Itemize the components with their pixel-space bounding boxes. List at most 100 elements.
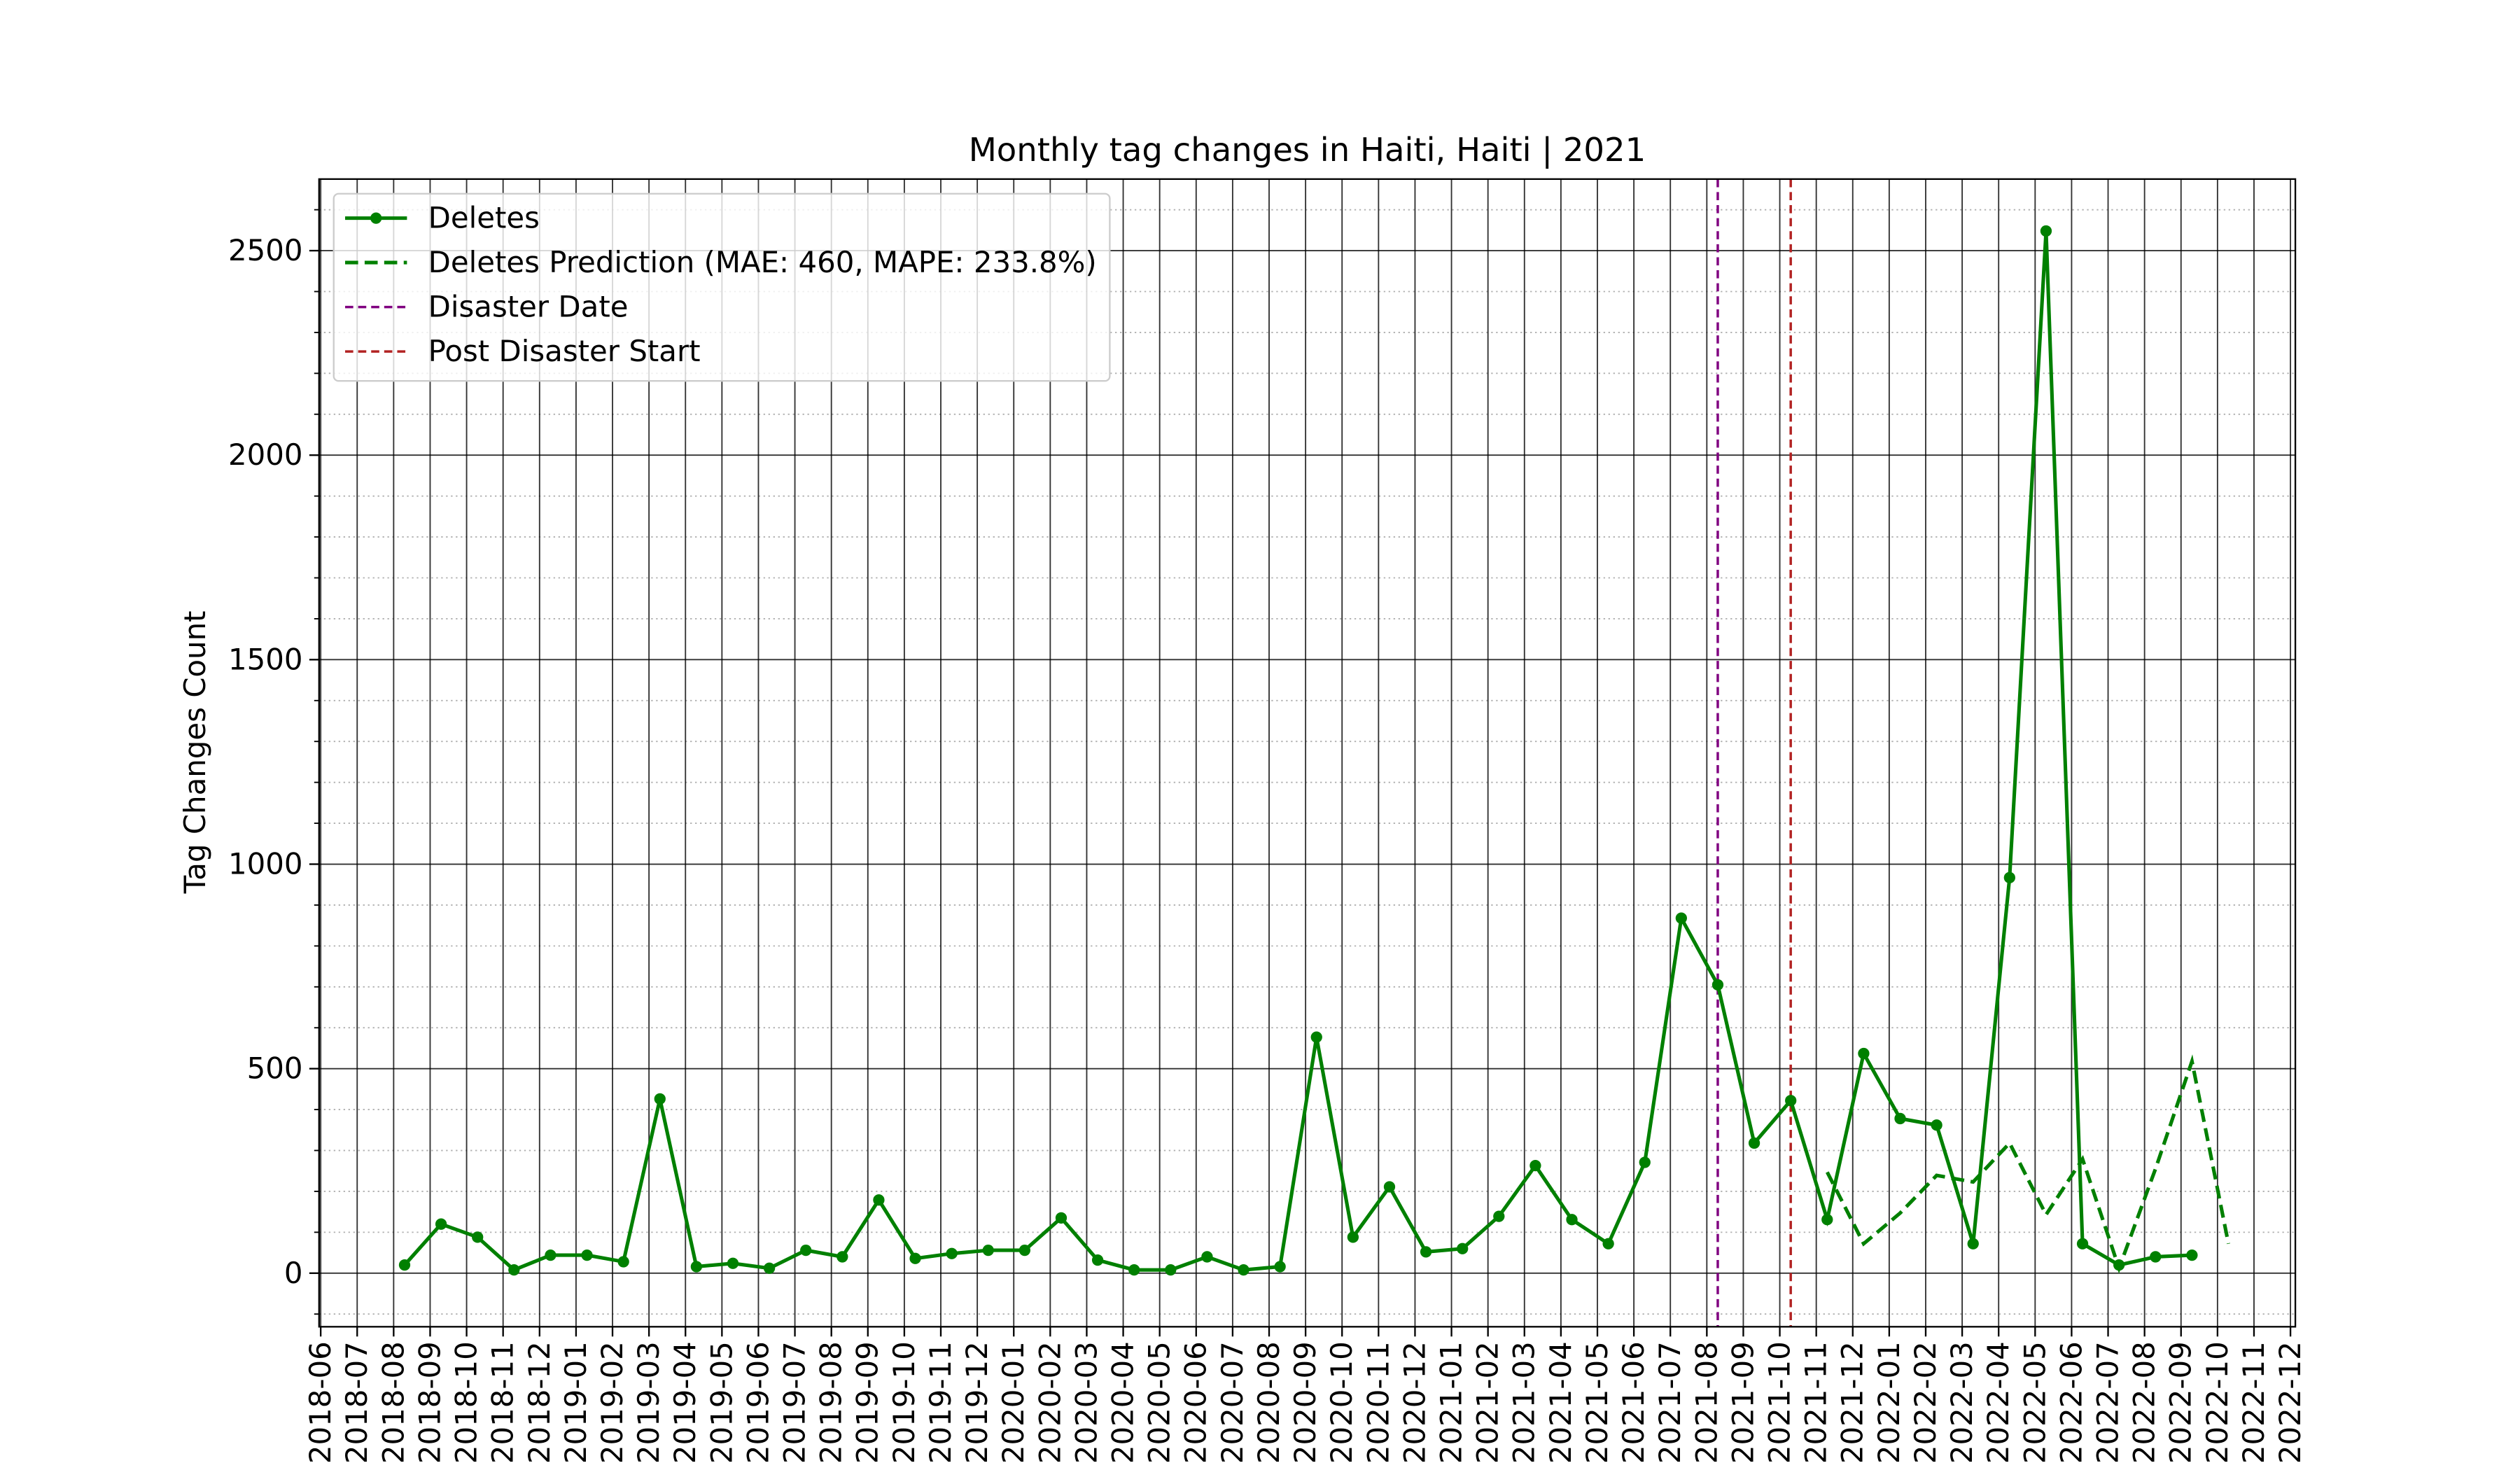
data-point: [2186, 1249, 2198, 1261]
x-tick-label: 2020-05: [1142, 1341, 1177, 1464]
data-point: [1165, 1264, 1177, 1276]
data-point: [398, 1259, 411, 1271]
data-point: [2040, 225, 2052, 237]
x-tick-label: 2018-10: [449, 1341, 484, 1464]
chart-title: Monthly tag changes in Haiti, Haiti | 20…: [969, 131, 1646, 169]
data-point: [690, 1261, 703, 1273]
data-point: [1018, 1244, 1031, 1256]
y-tick-label: 500: [247, 1051, 303, 1086]
x-tick-label: 2021-04: [1544, 1341, 1578, 1464]
x-tick-label: 2021-05: [1580, 1341, 1614, 1464]
data-point: [982, 1244, 994, 1256]
data-point: [1055, 1212, 1068, 1224]
x-tick-label: 2019-06: [741, 1341, 775, 1464]
x-tick-label: 2019-10: [887, 1341, 921, 1464]
x-tick-label: 2018-06: [303, 1341, 337, 1464]
legend-label: Deletes: [428, 201, 540, 235]
data-point: [1091, 1254, 1104, 1266]
data-point: [435, 1218, 447, 1230]
x-tick-label: 2022-03: [1945, 1341, 1979, 1464]
x-tick-label: 2022-04: [1981, 1341, 2015, 1464]
data-point: [581, 1249, 593, 1261]
x-tick-label: 2018-12: [522, 1341, 556, 1464]
data-point: [1274, 1261, 1286, 1273]
data-point: [1128, 1264, 1140, 1276]
x-tick-label: 2020-10: [1324, 1341, 1359, 1464]
data-point: [508, 1264, 520, 1276]
legend-label: Disaster Date: [428, 290, 629, 324]
data-point: [1420, 1246, 1432, 1258]
data-point: [1238, 1264, 1250, 1276]
x-tick-label: 2020-06: [1179, 1341, 1213, 1464]
data-point: [2150, 1251, 2162, 1263]
x-tick-label: 2021-12: [1835, 1341, 1870, 1464]
y-tick-label: 2500: [228, 233, 303, 267]
x-tick-label: 2019-05: [704, 1341, 738, 1464]
data-point: [1201, 1251, 1213, 1263]
x-tick-label: 2022-06: [2054, 1341, 2088, 1464]
x-tick-label: 2018-11: [486, 1341, 520, 1464]
data-point: [1748, 1137, 1760, 1149]
x-tick-label: 2018-07: [340, 1341, 374, 1464]
data-point: [1493, 1210, 1505, 1222]
data-point: [836, 1251, 848, 1263]
x-tick-label: 2021-10: [1763, 1341, 1797, 1464]
x-tick-label: 2022-05: [2017, 1341, 2052, 1464]
data-point: [727, 1257, 739, 1269]
x-tick-label: 2022-12: [2273, 1341, 2307, 1464]
data-point: [1530, 1159, 1541, 1172]
data-point: [1675, 912, 1687, 924]
legend-box: [332, 192, 1111, 382]
x-tick-label: 2020-11: [1361, 1341, 1395, 1464]
data-point: [654, 1093, 666, 1105]
x-tick-label: 2022-07: [2090, 1341, 2124, 1464]
series-line: [1826, 1054, 2231, 1274]
data-point: [1967, 1238, 1979, 1250]
y-tick-label: 2000: [228, 438, 303, 472]
x-tick-label: 2018-08: [376, 1341, 410, 1464]
x-tick-label: 2020-03: [1069, 1341, 1103, 1464]
data-point: [909, 1252, 921, 1264]
legend-label: Deletes Prediction (MAE: 460, MAPE: 233.…: [428, 245, 1097, 279]
data-point: [1347, 1231, 1359, 1243]
y-tick-label: 1500: [228, 642, 303, 676]
x-tick-label: 2022-10: [2200, 1341, 2234, 1464]
x-tick-label: 2021-09: [1726, 1341, 1760, 1464]
data-point: [1894, 1112, 1906, 1125]
x-tick-label: 2022-01: [1872, 1341, 1906, 1464]
x-tick-label: 2019-12: [960, 1341, 994, 1464]
data-point: [1457, 1242, 1469, 1254]
x-tick-label: 2021-03: [1507, 1341, 1541, 1464]
legend-marker: [370, 212, 382, 224]
data-point: [873, 1194, 885, 1206]
x-tick-label: 2020-07: [1215, 1341, 1250, 1464]
x-tick-label: 2021-11: [1799, 1341, 1833, 1464]
x-tick-label: 2022-11: [2236, 1341, 2271, 1464]
x-tick-label: 2019-01: [559, 1341, 593, 1464]
data-point: [1821, 1214, 1833, 1226]
data-point: [1785, 1095, 1797, 1107]
x-tick-label: 2021-01: [1434, 1341, 1469, 1464]
y-axis-label: Tag Changes Count: [178, 610, 212, 894]
data-point: [617, 1256, 629, 1268]
x-tick-label: 2019-08: [814, 1341, 848, 1464]
x-tick-label: 2021-06: [1616, 1341, 1651, 1464]
axes-frame: [318, 178, 2297, 1328]
data-point: [1602, 1238, 1614, 1250]
x-tick-label: 2019-03: [631, 1341, 666, 1464]
data-point: [1310, 1031, 1322, 1043]
data-point: [1931, 1119, 1942, 1131]
x-tick-label: 2019-07: [778, 1341, 812, 1464]
x-tick-label: 2020-02: [1032, 1341, 1067, 1464]
x-tick-label: 2020-01: [996, 1341, 1030, 1464]
x-tick-label: 2020-12: [1397, 1341, 1432, 1464]
data-point: [1639, 1156, 1651, 1168]
data-point: [2003, 872, 2015, 883]
y-tick-label: 1000: [228, 846, 303, 881]
data-point: [946, 1247, 958, 1259]
x-tick-label: 2019-09: [850, 1341, 885, 1464]
x-tick-label: 2022-02: [1908, 1341, 1942, 1464]
legend: Deletes Deletes Prediction (MAE: 460, MAP…: [332, 192, 1111, 382]
data-point: [545, 1249, 556, 1261]
